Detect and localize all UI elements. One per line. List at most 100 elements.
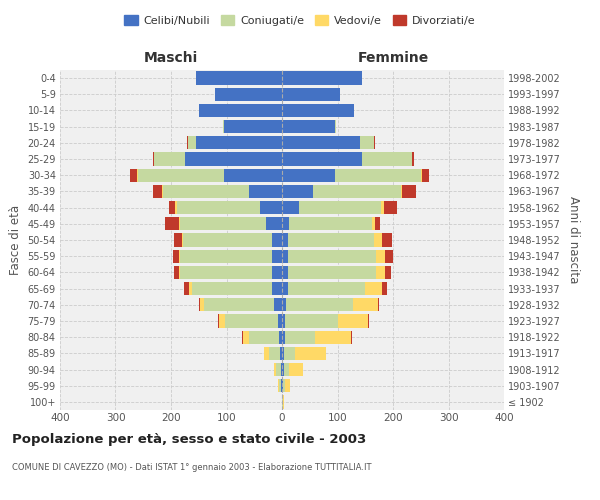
Bar [313,185,401,198]
Bar [153,185,161,198]
Bar [282,136,360,149]
Bar [181,266,272,279]
Bar [137,168,138,182]
Bar [284,363,289,376]
Bar [174,234,182,246]
Bar [374,234,382,246]
Bar [188,136,196,149]
Bar [163,185,249,198]
Bar [199,104,282,117]
Y-axis label: Anni di nascita: Anni di nascita [568,196,580,284]
Bar [282,72,362,85]
Bar [154,152,185,166]
Bar [287,234,374,246]
Bar [224,120,282,134]
Bar [242,330,243,344]
Bar [287,250,376,263]
Bar [282,266,287,279]
Bar [176,201,260,214]
Bar [421,168,422,182]
Bar [183,234,272,246]
Bar [289,217,372,230]
Bar [283,396,284,408]
Bar [130,168,137,182]
Bar [243,330,249,344]
Bar [260,201,282,214]
Bar [281,379,282,392]
Bar [385,250,393,263]
Bar [282,396,283,408]
Bar [219,314,225,328]
Bar [282,120,335,134]
Bar [335,168,421,182]
Bar [362,152,412,166]
Bar [353,298,378,312]
Bar [181,217,266,230]
Bar [281,363,282,376]
Bar [282,363,284,376]
Bar [274,298,282,312]
Bar [365,282,382,295]
Bar [175,201,176,214]
Text: COMUNE DI CAVEZZO (MO) - Dati ISTAT 1° gennaio 2003 - Elaborazione TUTTITALIA.IT: COMUNE DI CAVEZZO (MO) - Dati ISTAT 1° g… [12,462,371,471]
Bar [282,234,287,246]
Bar [266,217,282,230]
Bar [191,282,272,295]
Bar [374,217,380,230]
Legend: Celibi/Nubili, Coniugati/e, Vedovi/e, Divorziati/e: Celibi/Nubili, Coniugati/e, Vedovi/e, Di… [120,10,480,30]
Bar [282,379,283,392]
Text: Femmine: Femmine [358,51,428,65]
Bar [285,314,337,328]
Bar [282,201,299,214]
Bar [204,298,274,312]
Bar [385,266,391,279]
Bar [284,346,295,360]
Bar [285,330,316,344]
Bar [200,298,204,312]
Bar [249,185,282,198]
Bar [174,266,179,279]
Bar [295,346,326,360]
Bar [282,330,285,344]
Bar [372,217,374,230]
Bar [179,266,181,279]
Bar [223,120,224,134]
Bar [401,185,403,198]
Bar [282,346,284,360]
Bar [286,298,353,312]
Bar [376,266,385,279]
Bar [280,346,282,360]
Bar [279,330,282,344]
Bar [381,201,383,214]
Bar [182,234,183,246]
Bar [282,282,287,295]
Bar [187,136,188,149]
Bar [279,379,281,392]
Bar [282,298,286,312]
Bar [272,250,282,263]
Bar [225,314,278,328]
Bar [282,185,313,198]
Bar [383,201,397,214]
Text: Maschi: Maschi [144,51,198,65]
Bar [179,250,181,263]
Bar [153,152,154,166]
Bar [138,168,224,182]
Bar [263,346,269,360]
Bar [422,168,428,182]
Bar [376,250,385,263]
Bar [179,217,181,230]
Bar [287,282,365,295]
Bar [272,266,282,279]
Bar [185,152,282,166]
Bar [378,298,379,312]
Bar [181,250,272,263]
Bar [277,363,281,376]
Bar [272,282,282,295]
Bar [184,282,189,295]
Bar [403,185,416,198]
Bar [337,314,368,328]
Bar [283,379,286,392]
Bar [278,314,282,328]
Bar [412,152,413,166]
